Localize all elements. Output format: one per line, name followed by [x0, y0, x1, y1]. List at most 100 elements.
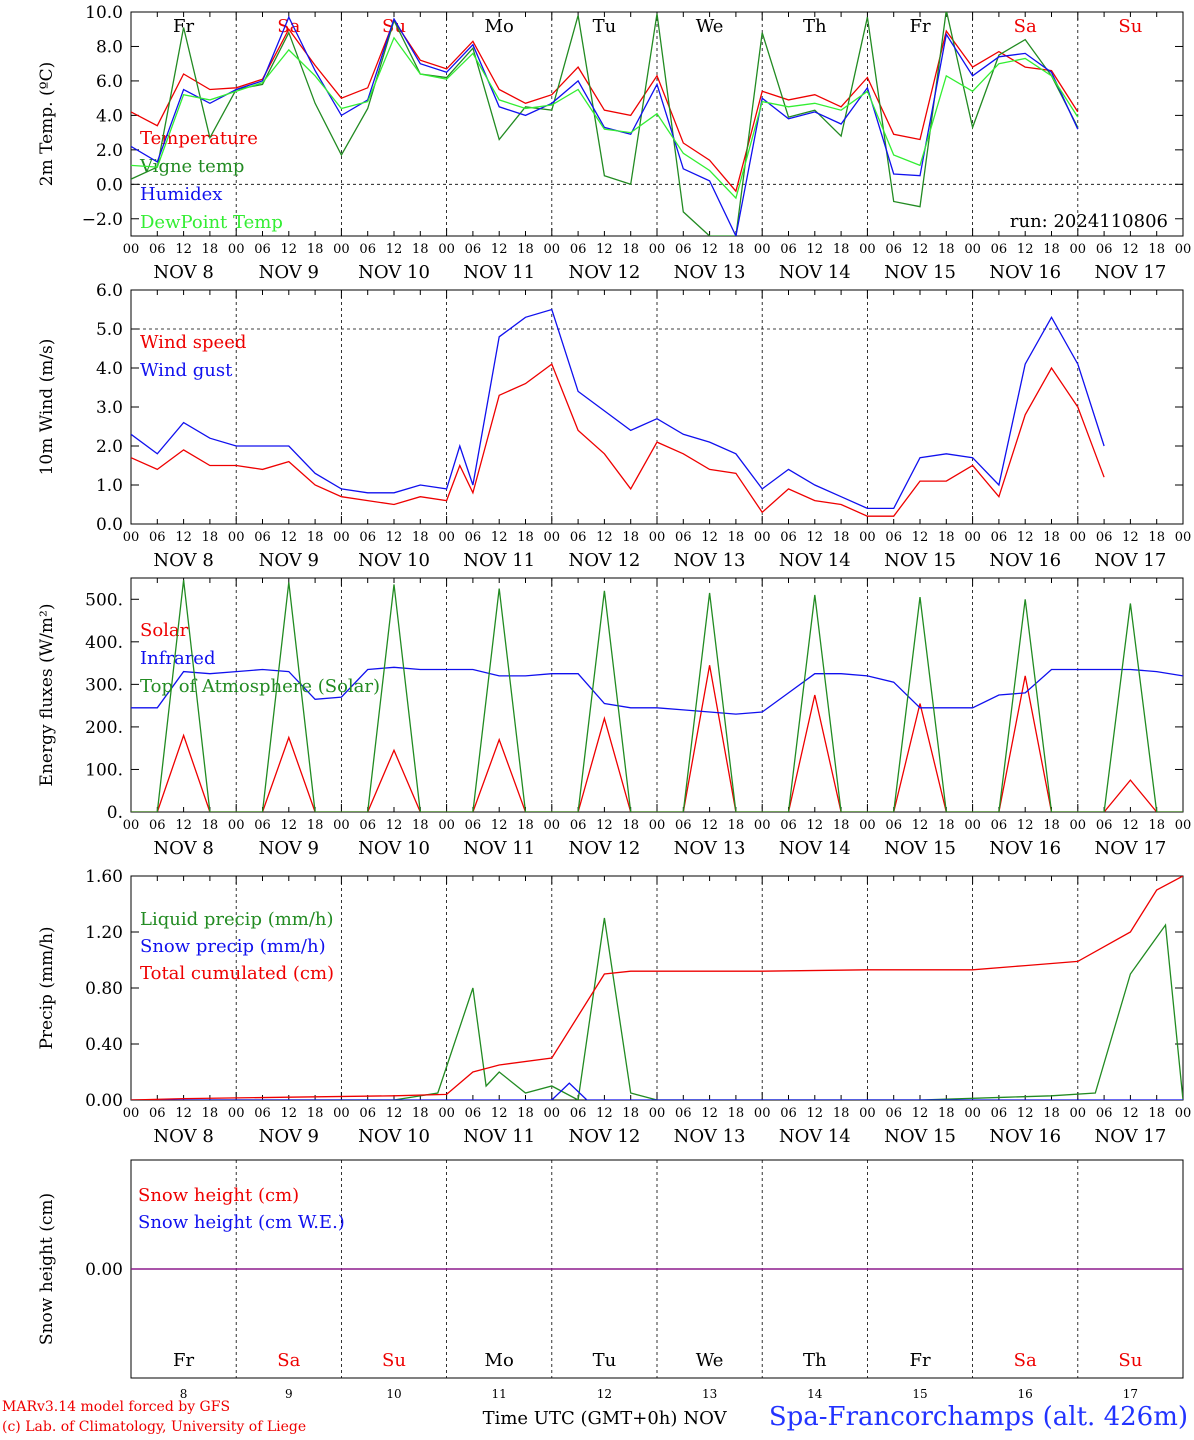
- series-line-1: [131, 363, 1105, 517]
- x-hour-label: 00: [964, 1106, 981, 1121]
- x-hour-label: 18: [412, 242, 429, 257]
- weekday-label: Fr: [909, 16, 930, 37]
- weekday-label: Su: [382, 1350, 406, 1371]
- legend-entry: DewPoint Temp: [140, 212, 283, 233]
- x-hour-label: 06: [465, 530, 482, 545]
- x-hour-label: 00: [544, 530, 561, 545]
- series-line-2: [131, 666, 1183, 715]
- x-hour-label: 18: [833, 818, 850, 833]
- x-hour-label: 12: [912, 1106, 929, 1121]
- weekday-label: Th: [803, 16, 827, 37]
- y-tick-label: 100.: [85, 760, 123, 780]
- x-day-number: 16: [1018, 1387, 1033, 1401]
- x-day-label: NOV 12: [568, 550, 640, 571]
- series-line-2: [131, 1082, 1183, 1100]
- weekday-label: Fr: [173, 1350, 194, 1371]
- x-hour-label: 00: [1070, 530, 1087, 545]
- y-tick-label: 6.0: [96, 281, 123, 301]
- x-hour-label: 00: [859, 242, 876, 257]
- x-hour-label: 00: [1175, 242, 1192, 257]
- x-hour-label: 18: [1148, 530, 1165, 545]
- x-hour-label: 18: [728, 242, 745, 257]
- x-hour-label: 18: [1043, 1106, 1060, 1121]
- model-credit: MARv3.14 model forced by GFS: [2, 1399, 231, 1415]
- x-hour-label: 00: [964, 242, 981, 257]
- x-hour-label: 00: [964, 530, 981, 545]
- weekday-label: Th: [803, 1350, 827, 1371]
- weekday-label: We: [696, 1350, 724, 1371]
- x-hour-label: 12: [281, 242, 298, 257]
- series-line-1: [131, 19, 1079, 193]
- x-hour-label: 00: [228, 1106, 245, 1121]
- panel-5: 0.00 Snow height (cm) Fr Sa Su Mo Tu We Th Fr Sa Su…: [37, 1159, 1184, 1429]
- x-day-label: NOV 16: [989, 838, 1061, 859]
- x-hour-label: 12: [912, 242, 929, 257]
- x-day-number: 17: [1123, 1387, 1138, 1401]
- x-hour-label: 12: [912, 530, 929, 545]
- x-hour-label: 12: [386, 530, 403, 545]
- panel-4: 1.60 1.20 0.80 0.40 0.00 Precip (mm/h) 00 06 12 1…: [37, 867, 1191, 1147]
- x-hour-label: 18: [517, 1106, 534, 1121]
- x-hour-label: 12: [1122, 818, 1139, 833]
- x-hour-label: 12: [491, 818, 508, 833]
- x-hour-label: 12: [175, 1106, 192, 1121]
- y-tick-label: 2.0: [96, 437, 123, 457]
- y-tick-label: 1.60: [85, 867, 123, 887]
- x-hour-label: 06: [885, 818, 902, 833]
- x-hour-label: 12: [701, 242, 718, 257]
- x-hour-label: 06: [359, 530, 376, 545]
- x-day-label: NOV 11: [463, 262, 535, 283]
- x-hour-label: 00: [1175, 530, 1192, 545]
- x-hour-label: 18: [412, 1106, 429, 1121]
- x-hour-label: 12: [807, 530, 824, 545]
- x-day-label: NOV 14: [779, 1126, 851, 1147]
- weekday-label: Tu: [593, 1350, 617, 1371]
- legend-entry: Vigne temp: [139, 156, 244, 177]
- x-day-label: NOV 12: [568, 838, 640, 859]
- x-day-label: NOV 11: [463, 1126, 535, 1147]
- x-hour-label: 12: [175, 818, 192, 833]
- x-hour-label: 12: [281, 818, 298, 833]
- weekday-label: Sa: [1014, 16, 1037, 37]
- y-tick-label: 4.0: [96, 359, 123, 379]
- x-hour-label: 00: [438, 530, 455, 545]
- station-title: Spa-Francorchamps (alt. 426m): [768, 1402, 1188, 1432]
- weekday-label: Sa: [1014, 1350, 1037, 1371]
- x-day-number: 8: [180, 1387, 188, 1401]
- y-tick-label: 0.40: [85, 1035, 123, 1055]
- x-hour-label: 06: [885, 1106, 902, 1121]
- x-hour-label: 00: [1070, 818, 1087, 833]
- x-hour-label: 06: [254, 1106, 271, 1121]
- x-hour-label: 12: [491, 242, 508, 257]
- x-hour-label: 12: [1017, 1106, 1034, 1121]
- x-hour-label: 12: [1017, 818, 1034, 833]
- weekday-label: Su: [1118, 1350, 1142, 1371]
- x-hour-label: 00: [228, 530, 245, 545]
- x-hour-label: 06: [570, 530, 587, 545]
- series-line-2: [131, 308, 1105, 510]
- weekday-label: We: [696, 16, 724, 37]
- x-day-label: NOV 16: [989, 550, 1061, 571]
- y-tick-label: 0.00: [85, 1260, 123, 1280]
- x-hour-label: 00: [754, 242, 771, 257]
- legend-entry: Temperature: [140, 128, 258, 149]
- legend-entry: Infrared: [140, 648, 215, 669]
- x-hour-label: 18: [1043, 818, 1060, 833]
- y-tick-label: 6.0: [96, 72, 123, 92]
- x-axis-month: NOV: [683, 1408, 727, 1429]
- x-hour-label: 00: [1070, 242, 1087, 257]
- x-hour-label: 06: [465, 1106, 482, 1121]
- panel-2: 6.0 5.0 4.0 3.0 2.0 1.0 0.0 10m Wind (m/s) 00 06 1…: [37, 281, 1191, 571]
- y-tick-label: −2.0: [82, 210, 123, 230]
- x-day-number: 14: [807, 1387, 823, 1401]
- x-hour-label: 18: [412, 818, 429, 833]
- series-line-1: [131, 917, 1183, 1100]
- x-hour-label: 00: [544, 242, 561, 257]
- x-hour-label: 06: [570, 1106, 587, 1121]
- x-hour-label: 12: [701, 1106, 718, 1121]
- x-hour-label: 18: [938, 242, 955, 257]
- legend-entry: Humidex: [140, 184, 222, 205]
- x-hour-label: 18: [307, 242, 324, 257]
- legend-entry: Wind speed: [140, 332, 246, 353]
- run-label: run: 2024110806: [1010, 211, 1168, 232]
